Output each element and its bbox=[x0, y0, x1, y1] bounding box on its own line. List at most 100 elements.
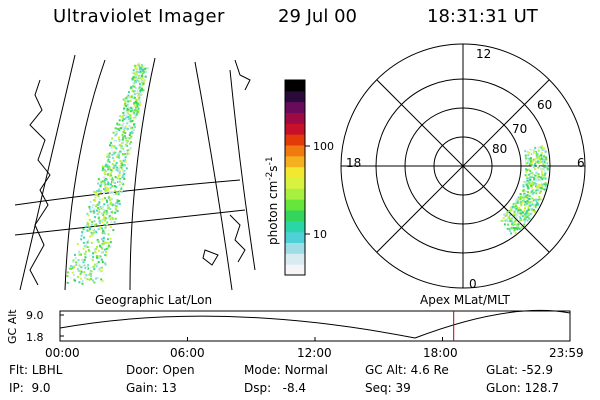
aurora-pixel bbox=[500, 219, 503, 222]
aurora-pixel bbox=[85, 267, 88, 270]
aurora-pixel bbox=[107, 158, 110, 161]
aurora-pixel bbox=[93, 268, 96, 271]
aurora-pixel bbox=[126, 97, 129, 100]
aurora-pixel bbox=[536, 186, 539, 189]
aurora-pixel bbox=[96, 277, 99, 279]
aurora-pixel bbox=[531, 167, 534, 170]
aurora-pixel bbox=[131, 109, 134, 112]
aurora-pixel bbox=[106, 211, 109, 214]
aurora-pixel bbox=[124, 125, 127, 128]
aurora-pixel bbox=[116, 169, 119, 172]
aurora-pixel bbox=[97, 269, 100, 272]
aurora-pixel bbox=[103, 223, 106, 226]
aurora-pixel bbox=[122, 174, 124, 177]
aurora-pixel bbox=[524, 190, 527, 193]
aurora-pixel bbox=[510, 210, 513, 212]
aurora-pixel bbox=[106, 179, 109, 182]
aurora-pixel bbox=[134, 126, 136, 129]
aurora-pixel bbox=[93, 208, 96, 211]
aurora-pixel bbox=[132, 81, 135, 84]
polar-label-12: 12 bbox=[476, 47, 491, 61]
aurora-pixel bbox=[111, 211, 114, 214]
aurora-pixel bbox=[526, 156, 529, 159]
aurora-pixel bbox=[121, 153, 124, 156]
aurora-pixel bbox=[545, 162, 548, 165]
aurora-pixel bbox=[137, 95, 140, 98]
aurora-pixel bbox=[103, 180, 106, 183]
aurora-pixel bbox=[136, 105, 139, 108]
aurora-emission-polar bbox=[500, 145, 549, 235]
aurora-pixel bbox=[86, 229, 89, 232]
aurora-pixel bbox=[539, 158, 542, 161]
aurora-pixel bbox=[535, 153, 538, 156]
aurora-pixel bbox=[95, 265, 98, 268]
aurora-pixel bbox=[94, 196, 97, 199]
aurora-pixel bbox=[537, 185, 540, 188]
aurora-pixel bbox=[87, 267, 90, 270]
aurora-pixel bbox=[144, 70, 147, 73]
aurora-pixel bbox=[508, 210, 511, 213]
aurora-pixel bbox=[85, 273, 88, 276]
aurora-pixel bbox=[87, 214, 90, 217]
aurora-pixel bbox=[101, 198, 104, 201]
aurora-pixel bbox=[69, 268, 72, 270]
aurora-pixel bbox=[86, 212, 89, 215]
aurora-pixel bbox=[98, 188, 101, 191]
aurora-pixel bbox=[120, 187, 123, 190]
aurora-pixel bbox=[512, 203, 515, 206]
aurora-pixel bbox=[112, 218, 115, 221]
aurora-pixel bbox=[104, 178, 107, 181]
aurora-pixel bbox=[516, 228, 519, 231]
aurora-pixel bbox=[533, 150, 535, 153]
aurora-pixel bbox=[507, 220, 509, 223]
aurora-pixel bbox=[529, 213, 532, 216]
aurora-pixel bbox=[120, 190, 123, 193]
aurora-pixel bbox=[75, 263, 78, 266]
aurora-pixel bbox=[96, 238, 99, 241]
aurora-pixel bbox=[144, 64, 147, 67]
aurora-pixel bbox=[529, 157, 532, 160]
aurora-pixel bbox=[534, 177, 537, 180]
aurora-pixel bbox=[531, 200, 533, 203]
status-gain: Gain: 13 bbox=[126, 381, 177, 395]
aurora-pixel bbox=[543, 188, 546, 191]
aurora-pixel bbox=[533, 148, 536, 151]
aurora-pixel bbox=[140, 68, 143, 71]
aurora-pixel bbox=[111, 151, 114, 153]
aurora-pixel bbox=[516, 200, 519, 203]
aurora-pixel bbox=[118, 143, 121, 146]
aurora-pixel bbox=[132, 116, 135, 119]
aurora-pixel bbox=[105, 212, 108, 215]
aurora-pixel bbox=[99, 191, 102, 194]
aurora-pixel bbox=[520, 226, 523, 229]
aurora-pixel bbox=[99, 185, 102, 188]
aurora-pixel bbox=[134, 106, 137, 109]
aurora-pixel bbox=[124, 153, 127, 155]
aurora-pixel bbox=[108, 229, 111, 232]
aurora-pixel bbox=[519, 212, 522, 215]
aurora-pixel bbox=[541, 183, 544, 186]
aurora-pixel bbox=[121, 115, 124, 118]
aurora-pixel bbox=[546, 168, 549, 171]
aurora-pixel bbox=[78, 252, 81, 254]
aurora-pixel bbox=[546, 167, 549, 170]
aurora-pixel bbox=[104, 187, 106, 190]
aurora-pixel bbox=[530, 178, 533, 181]
aurora-pixel bbox=[103, 176, 106, 179]
aurora-pixel bbox=[107, 244, 110, 247]
aurora-pixel bbox=[535, 174, 538, 177]
aurora-pixel bbox=[111, 185, 114, 187]
aurora-pixel bbox=[541, 174, 544, 177]
aurora-pixel bbox=[114, 211, 117, 214]
aurora-pixel bbox=[142, 67, 144, 70]
aurora-pixel bbox=[117, 169, 120, 171]
aurora-pixel bbox=[101, 165, 104, 168]
aurora-pixel bbox=[124, 145, 127, 148]
aurora-pixel bbox=[101, 261, 104, 263]
aurora-pixel bbox=[531, 199, 533, 202]
aurora-pixel bbox=[105, 223, 108, 226]
aurora-pixel bbox=[113, 158, 116, 160]
aurora-pixel bbox=[515, 223, 518, 226]
aurora-pixel bbox=[90, 253, 93, 256]
aurora-pixel bbox=[128, 125, 131, 128]
